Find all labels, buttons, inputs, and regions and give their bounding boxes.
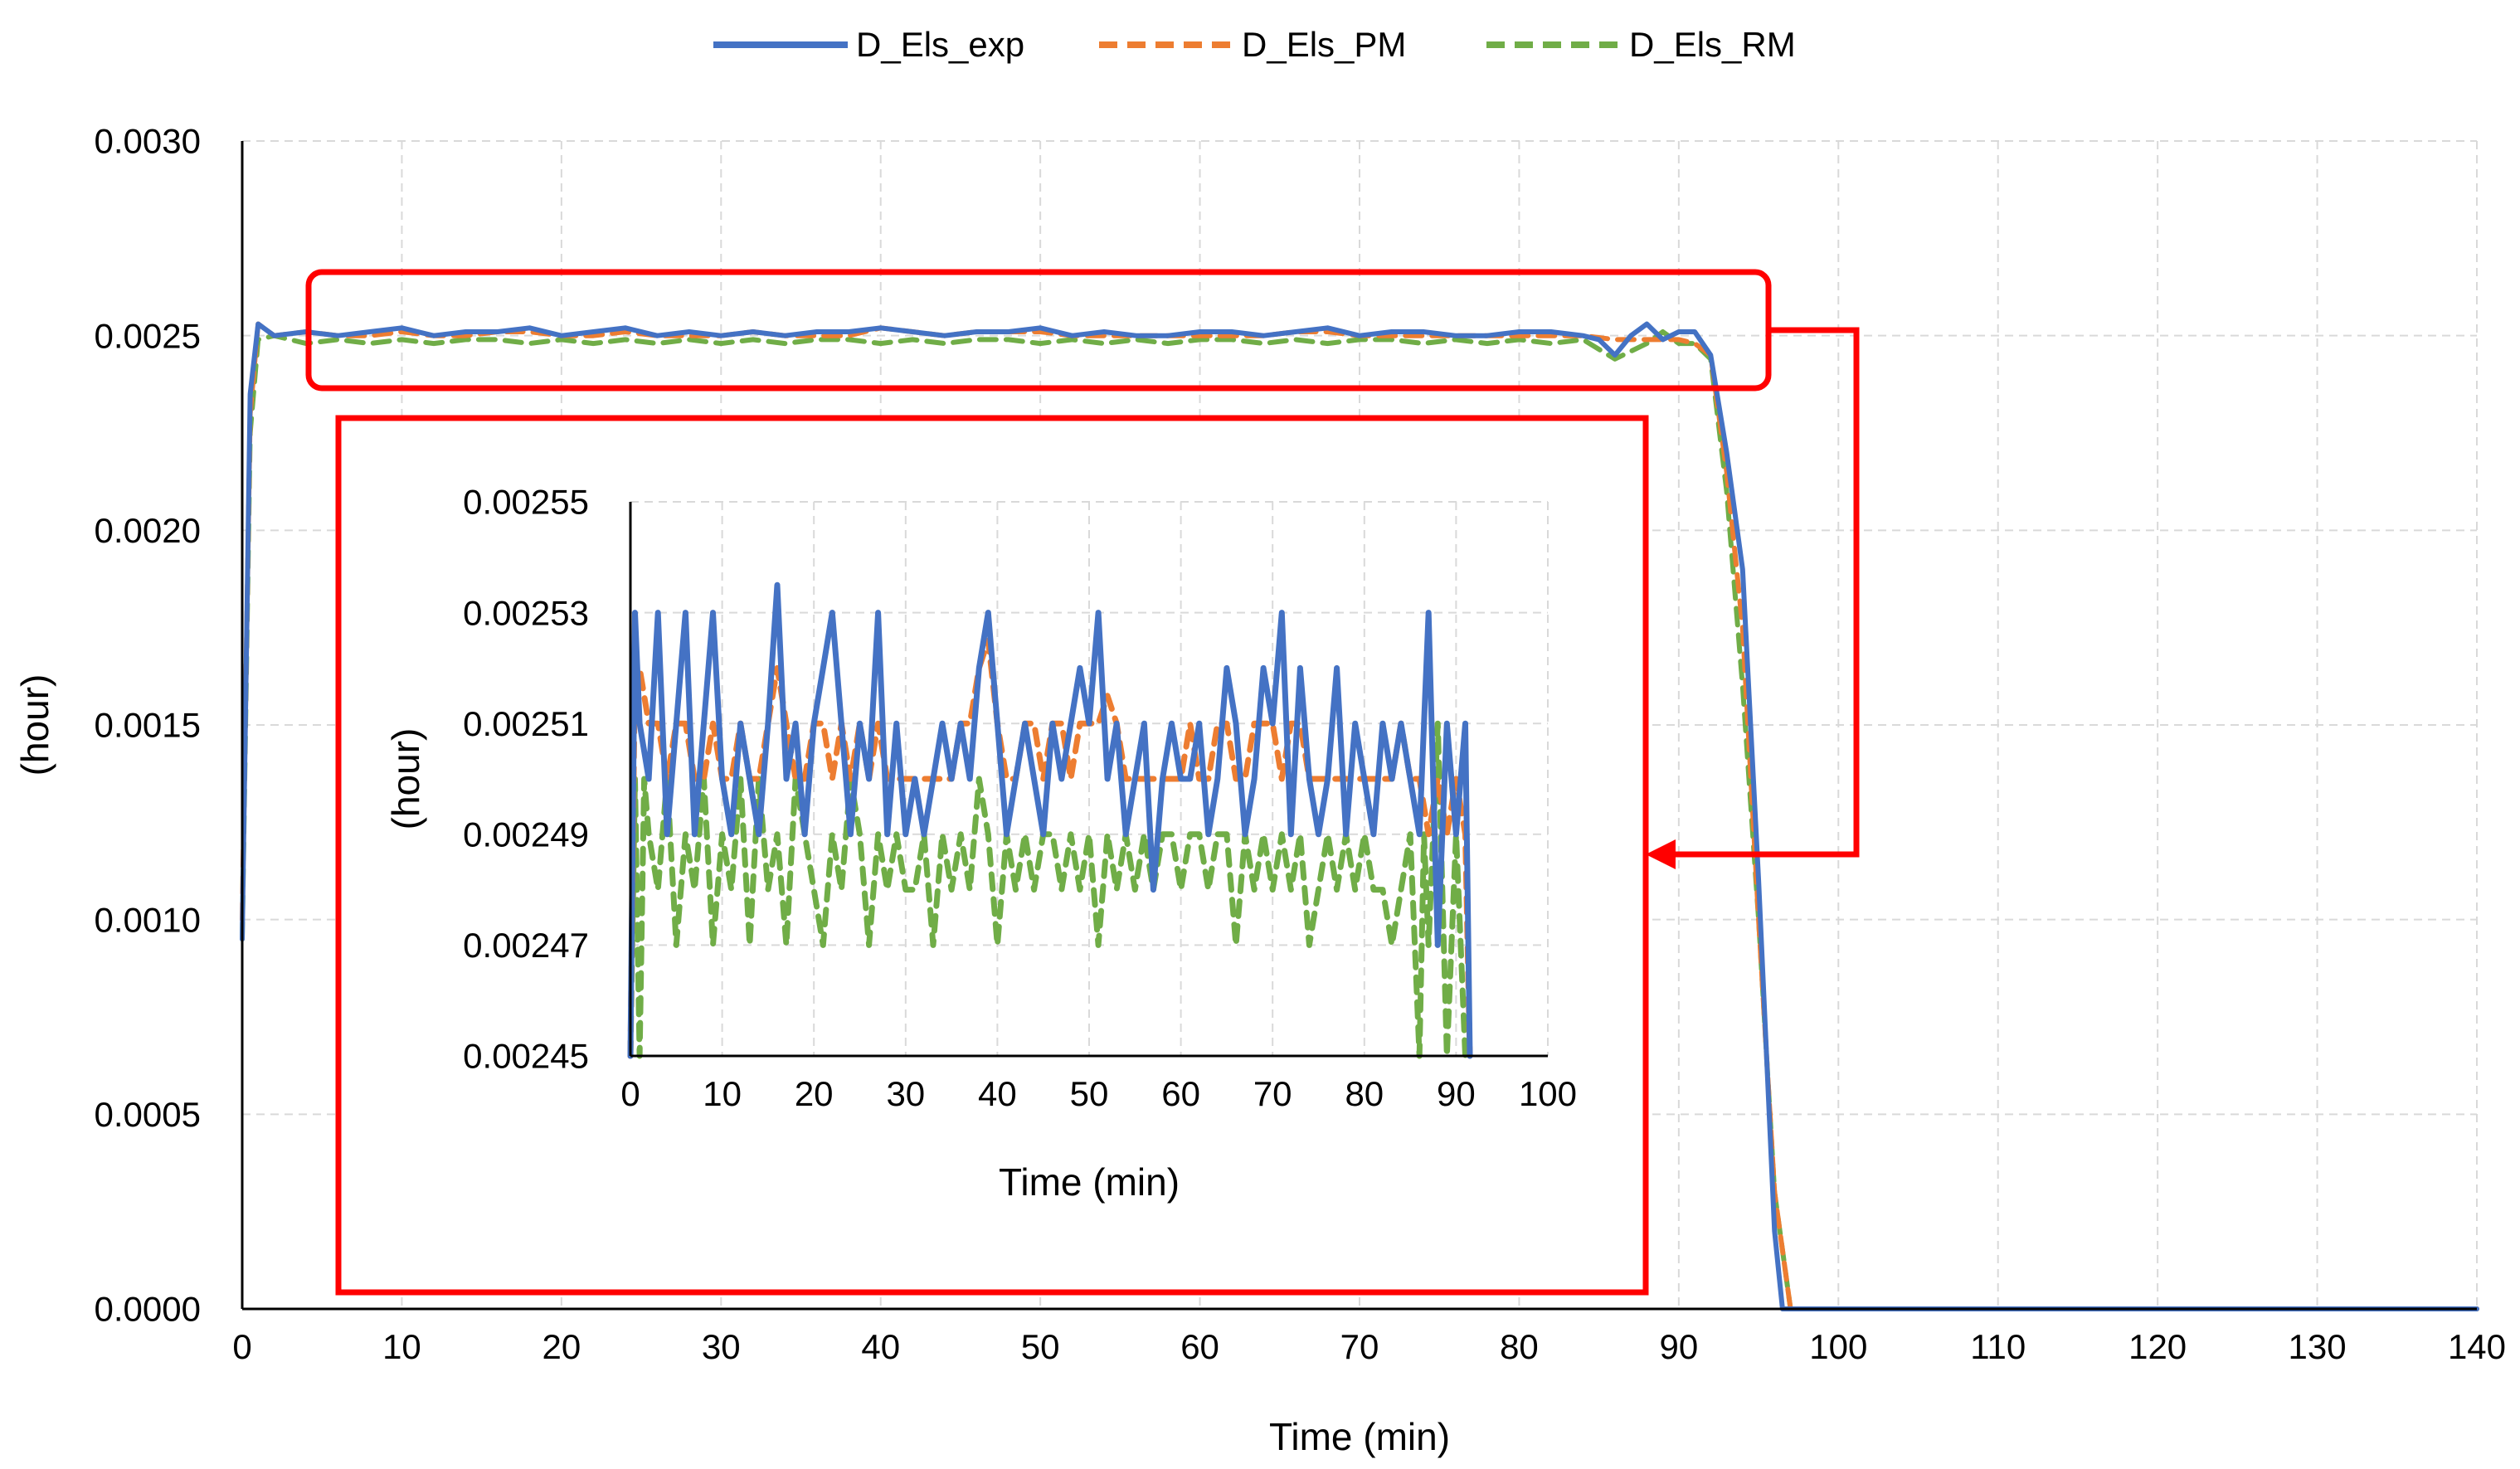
legend-label-exp: D_Els_exp: [856, 25, 1024, 64]
main-line-exp: [240, 321, 2479, 1311]
main-y-tick-label: 0.0020: [95, 511, 201, 550]
main-x-tick-label: 80: [1500, 1327, 1539, 1366]
main-x-tick-labels: 0 10 20 30 40 50 60 70 80 90 100 110 120 130 140: [232, 1327, 2506, 1366]
main-x-tick-label: 30: [702, 1327, 741, 1366]
inset-x-tick-label: 80: [1345, 1074, 1384, 1113]
legend-label-rm: D_Els_RM: [1629, 25, 1796, 64]
main-x-tick-label: 10: [382, 1327, 421, 1366]
main-x-tick-label: 140: [2448, 1327, 2506, 1366]
legend-label-pm: D_Els_PM: [1242, 25, 1406, 64]
inset-x-tick-label: 90: [1437, 1074, 1476, 1113]
legend: D_Els_exp D_Els_PM D_Els_RM: [713, 25, 1796, 64]
inset-x-tick-label: 10: [703, 1074, 742, 1113]
main-x-tick-label: 120: [2128, 1327, 2187, 1366]
main-x-tick-label: 60: [1180, 1327, 1219, 1366]
main-x-tick-label: 100: [1809, 1327, 1867, 1366]
main-x-tick-label: 110: [1970, 1327, 2026, 1366]
inset-x-axis-title: Time (min): [999, 1160, 1180, 1204]
inset-x-tick-label: 50: [1070, 1074, 1109, 1113]
main-y-tick-label: 0.0005: [95, 1095, 201, 1134]
main-y-tick-label: 0.0010: [95, 900, 201, 939]
inset-x-tick-label: 70: [1253, 1074, 1292, 1113]
inset-x-tick-label: 60: [1161, 1074, 1200, 1113]
main-series-group: [240, 321, 2479, 1311]
zoom-highlight: [305, 269, 1860, 869]
inset-y-tick-label: 0.00247: [463, 926, 589, 965]
inset-y-tick-labels: 0.00245 0.00247 0.00249 0.00251 0.00253 0.002…: [463, 483, 589, 1076]
main-y-tick-label: 0.0000: [95, 1290, 201, 1329]
inset-y-tick-label: 0.00249: [463, 815, 589, 854]
inset-y-axis-title: (hour): [384, 728, 427, 830]
inset-line-rm: [627, 720, 1473, 1059]
inset-series-group: [627, 581, 1473, 1059]
inset-x-tick-label: 20: [795, 1074, 834, 1113]
inset-x-tick-label: 0: [620, 1074, 640, 1113]
inset-line-exp: [627, 581, 1473, 1059]
inset-x-tick-label: 30: [886, 1074, 925, 1113]
main-x-tick-label: 40: [861, 1327, 900, 1366]
inset-x-tick-labels: 0 10 20 30 40 50 60 70 80 90 100: [620, 1074, 1577, 1113]
main-x-tick-label: 130: [2289, 1327, 2347, 1366]
inset-chart: 0.00245 0.00247 0.00249 0.00251 0.00253 0.002…: [335, 415, 1649, 1296]
main-x-tick-label: 0: [232, 1327, 251, 1366]
main-x-tick-label: 20: [542, 1327, 581, 1366]
main-y-tick-label: 0.0025: [95, 316, 201, 355]
inset-y-tick-label: 0.00255: [463, 483, 589, 522]
main-x-tick-label: 70: [1340, 1327, 1379, 1366]
arrow-head-icon: [1646, 839, 1676, 869]
connector-line: [1674, 327, 1860, 858]
inset-y-tick-label: 0.00251: [463, 704, 589, 743]
inset-x-tick-label: 40: [978, 1074, 1017, 1113]
main-y-tick-labels: 0.0000 0.0005 0.0010 0.0015 0.0020 0.0025 0.00…: [95, 122, 201, 1329]
main-y-tick-label: 0.0015: [95, 706, 201, 745]
main-x-tick-label: 90: [1659, 1327, 1698, 1366]
inset-x-tick-label: 100: [1519, 1074, 1577, 1113]
main-x-axis-title: Time (min): [1269, 1415, 1450, 1458]
inset-y-tick-label: 0.00253: [463, 593, 589, 632]
main-y-axis-title: (hour): [13, 674, 56, 776]
main-x-tick-label: 50: [1021, 1327, 1060, 1366]
inset-y-tick-label: 0.00245: [463, 1037, 589, 1076]
main-y-tick-label: 0.0030: [95, 122, 201, 161]
